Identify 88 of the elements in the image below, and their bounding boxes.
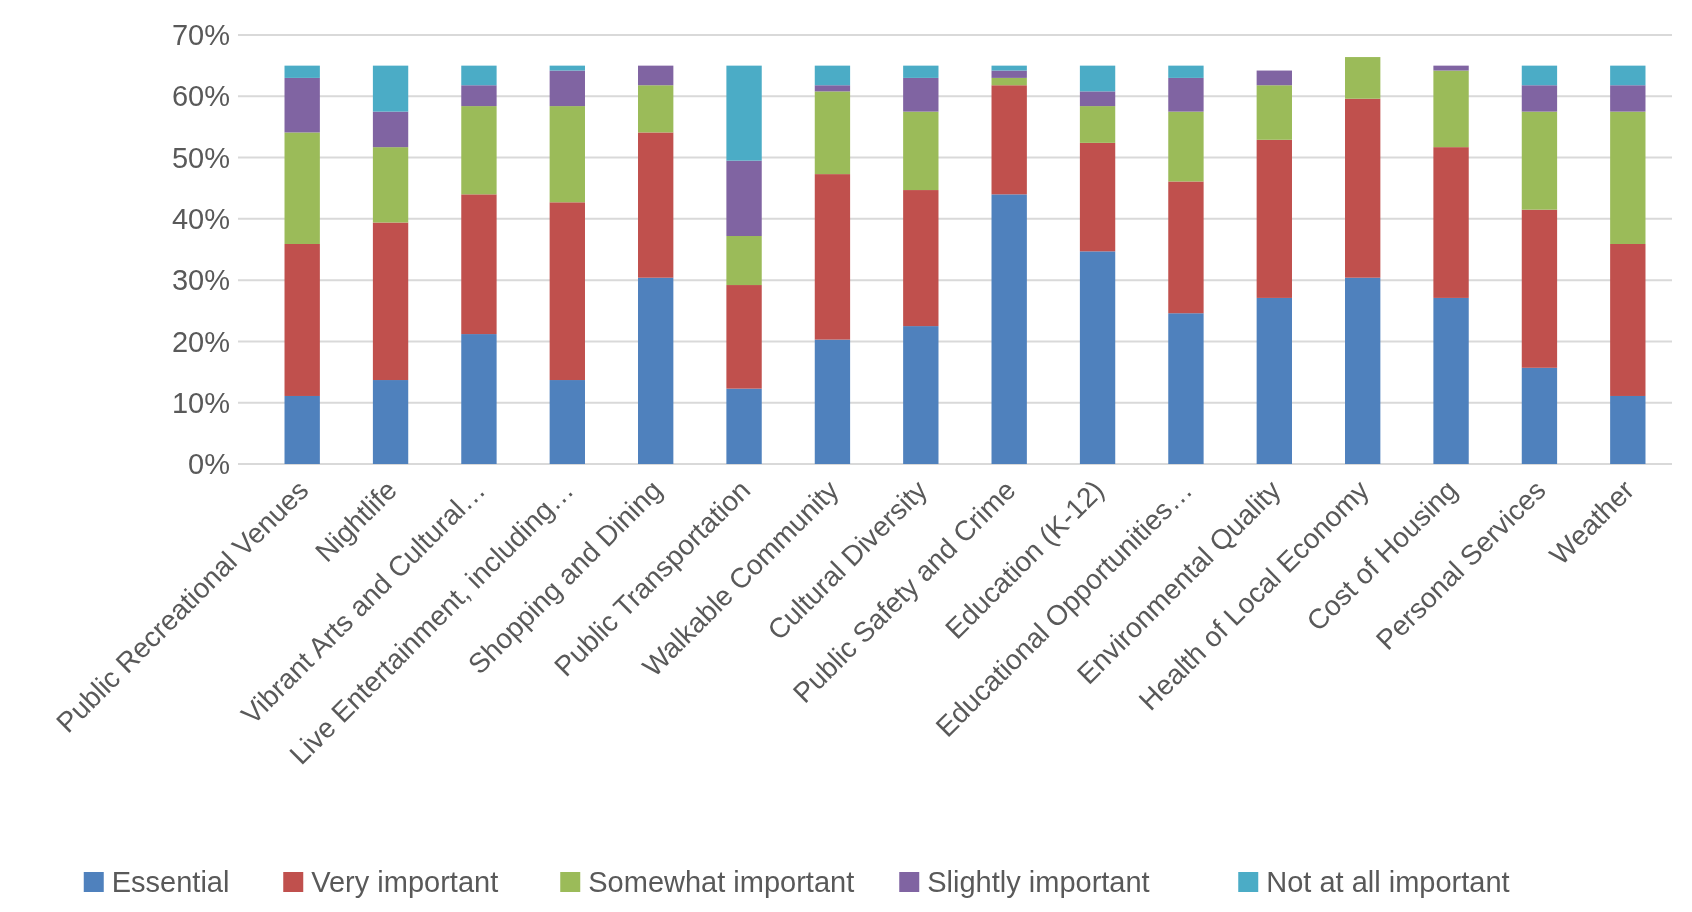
bar [461, 194, 497, 335]
bar [372, 380, 409, 464]
bar [991, 65, 1027, 71]
bar [1256, 85, 1292, 140]
bar [903, 111, 939, 191]
legend-label: Not at all important [1266, 866, 1510, 899]
bar [1079, 142, 1116, 252]
bar [1521, 85, 1558, 112]
bar [549, 65, 585, 71]
bar [1345, 57, 1381, 99]
bar [1345, 277, 1381, 464]
bar [1521, 111, 1558, 210]
bar [991, 85, 1027, 195]
bar [638, 85, 674, 133]
y-tick-label: 0% [188, 448, 230, 481]
bar [549, 70, 585, 107]
bar [814, 339, 851, 464]
bar [372, 111, 409, 148]
bar [1079, 91, 1116, 107]
bar [726, 65, 762, 161]
bar [284, 132, 320, 244]
bar [1079, 251, 1116, 464]
legend-label: Somewhat important [588, 866, 855, 899]
bar [1610, 243, 1646, 396]
bar [1433, 65, 1469, 71]
bar [461, 106, 497, 195]
bar [1610, 395, 1646, 464]
y-tick-label: 40% [171, 203, 230, 236]
bar [991, 194, 1027, 464]
legend-label: Slightly important [927, 866, 1150, 899]
bar [638, 132, 674, 278]
bar [814, 91, 851, 175]
bar [284, 395, 320, 464]
y-tick-label: 30% [171, 264, 230, 297]
bar [1521, 65, 1558, 86]
bar [903, 326, 939, 464]
bar [903, 190, 939, 327]
y-tick-label: 20% [171, 325, 230, 358]
bar [903, 77, 939, 112]
bar [549, 202, 585, 381]
bar [1433, 147, 1469, 298]
bar [991, 77, 1027, 86]
bar [1345, 98, 1381, 278]
bar [814, 174, 851, 340]
bar [1168, 313, 1204, 464]
bar [1610, 85, 1646, 112]
bar [814, 85, 851, 92]
bar [284, 77, 320, 133]
bar [1610, 111, 1646, 244]
legend-label: Essential [111, 866, 230, 899]
bar [1256, 139, 1292, 298]
bar [1521, 367, 1558, 464]
bar [372, 65, 409, 112]
bar [461, 85, 497, 107]
bar [814, 65, 851, 86]
y-tick-label: 10% [171, 386, 230, 419]
bar [461, 65, 497, 86]
bar [549, 106, 585, 203]
bar [726, 160, 762, 237]
bar [1256, 70, 1292, 86]
bar [1168, 111, 1204, 182]
bar [726, 388, 762, 464]
bar [461, 334, 497, 464]
bar [1168, 181, 1204, 314]
legend-label: Very important [311, 866, 499, 899]
bar [284, 243, 320, 396]
bar [726, 285, 762, 389]
bar [284, 65, 320, 78]
bar [1168, 65, 1204, 78]
bar [726, 236, 762, 286]
bar [1433, 297, 1469, 464]
bar [1256, 297, 1292, 464]
bar [372, 147, 409, 223]
bar [903, 65, 939, 78]
bar [1521, 209, 1558, 368]
bar [638, 277, 674, 464]
bar [638, 65, 674, 86]
bar [372, 222, 409, 381]
y-tick-label: 70% [171, 19, 230, 52]
y-tick-label: 60% [171, 80, 230, 113]
bar [1433, 70, 1469, 148]
bar [991, 70, 1027, 78]
y-tick-label: 50% [171, 141, 230, 174]
bar [1168, 77, 1204, 112]
bar [1079, 65, 1116, 92]
bar [1610, 65, 1646, 86]
bar [1079, 106, 1116, 143]
bar [549, 380, 585, 464]
